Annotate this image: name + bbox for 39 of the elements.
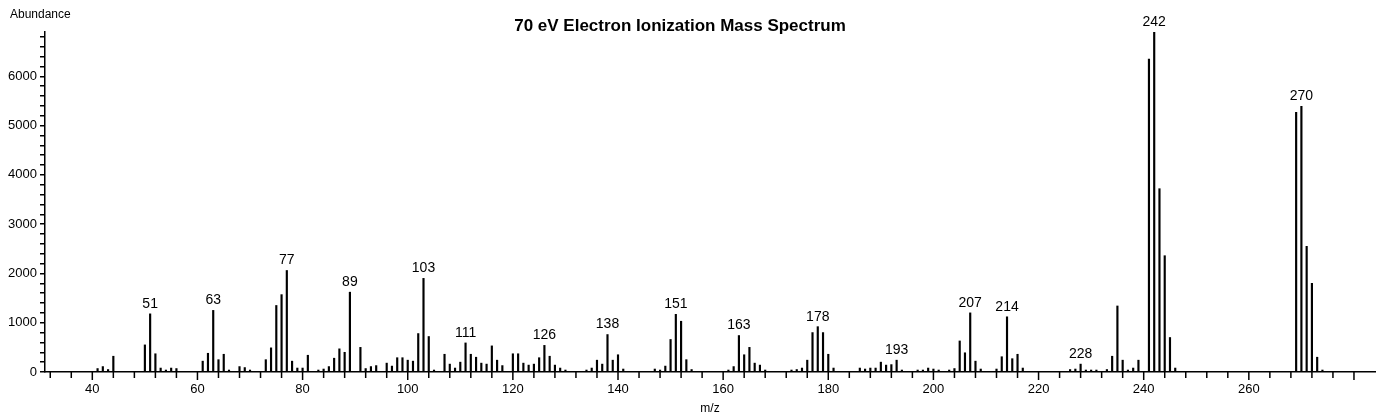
x-tick-label: 100: [396, 381, 419, 397]
x-tick-label: 40: [85, 381, 100, 397]
chart-title: 70 eV Electron Ionization Mass Spectrum: [514, 15, 846, 35]
annotation: 270: [1289, 87, 1314, 104]
annotation: 111: [454, 323, 477, 340]
x-tick-label: 80: [295, 381, 310, 397]
x-tick-label: 260: [1237, 381, 1260, 397]
y-axis-title: Abundance: [10, 7, 72, 22]
annotation: 228: [1068, 344, 1093, 361]
annotation: 63: [205, 291, 222, 308]
y-tick-label: 4000: [8, 166, 37, 182]
annotation: 138: [595, 315, 620, 332]
annotation: 214: [995, 297, 1019, 314]
annotation: 163: [727, 316, 751, 333]
x-tick-label: 180: [817, 381, 840, 397]
annotation: 207: [958, 293, 983, 310]
x-tick-label: 220: [1027, 381, 1050, 397]
y-tick-label: 0: [29, 363, 37, 379]
annotation: 103: [411, 259, 436, 276]
annotation: 242: [1142, 12, 1167, 29]
x-tick-label: 120: [502, 381, 524, 397]
annotation: 89: [342, 273, 358, 290]
x-tick-label: 160: [712, 381, 734, 397]
y-tick-label: 1000: [8, 314, 37, 330]
annotation: 151: [664, 295, 688, 312]
y-tick-label: 6000: [8, 67, 37, 83]
x-axis-title: m/z: [700, 401, 720, 416]
x-tick-label: 60: [190, 381, 205, 397]
x-tick-label: 200: [922, 381, 945, 397]
annotation: 77: [279, 251, 295, 268]
y-tick-label: 3000: [8, 215, 37, 231]
y-tick-label: 2000: [8, 265, 37, 281]
annotation: 193: [884, 341, 909, 358]
x-tick-label: 140: [607, 381, 629, 397]
y-tick-label: 5000: [8, 117, 37, 133]
annotation: 126: [532, 326, 557, 343]
annotation: 51: [142, 294, 159, 311]
x-tick-label: 240: [1132, 381, 1155, 397]
annotation: 178: [806, 307, 830, 324]
